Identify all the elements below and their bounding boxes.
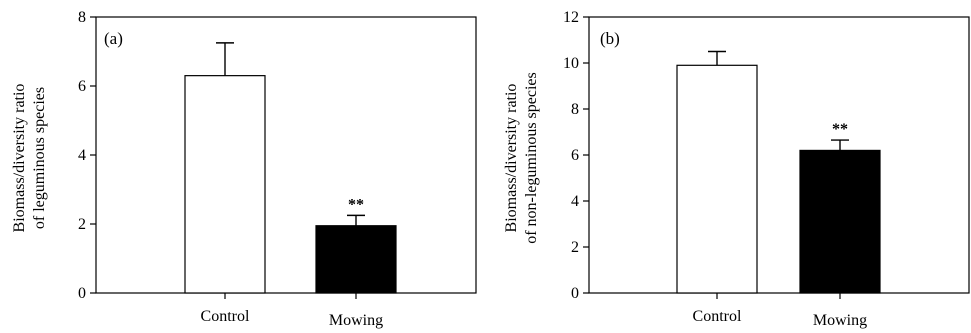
ylabel-line-1: Biomass/diversity ratio	[503, 84, 520, 233]
y-tick-label: 4	[571, 193, 579, 210]
y-tick-label: 8	[78, 9, 86, 26]
category-label: Control	[201, 308, 250, 325]
y-tick-label: 12	[563, 9, 579, 26]
category-label: Control	[693, 308, 742, 325]
y-tick-label: 10	[563, 55, 579, 72]
panel-label: (b)	[600, 29, 620, 48]
plot-frame	[95, 16, 477, 294]
bar-control	[184, 75, 266, 294]
y-tick-label: 6	[571, 147, 579, 164]
category-label: Mowing	[813, 312, 867, 329]
significance-mark: **	[832, 121, 848, 138]
y-tick-label: 4	[78, 147, 86, 164]
bar-mowing	[799, 149, 881, 294]
y-tick-label: 0	[78, 285, 86, 302]
y-tick-label: 0	[571, 285, 579, 302]
bar-control	[676, 64, 758, 294]
panel-b: Biomass/diversity ratio of non-leguminou…	[503, 9, 970, 329]
y-tick-label: 8	[571, 101, 579, 118]
panel-label: (a)	[104, 29, 123, 48]
y-tick-label: 2	[571, 239, 579, 256]
plot-frame	[588, 16, 970, 294]
ylabel-line-2: of leguminous species	[31, 87, 48, 229]
panel-a: Biomass/diversity ratio of leguminous sp…	[11, 9, 477, 329]
ylabel-line-2: of non-leguminous species	[523, 72, 540, 244]
significance-mark: **	[348, 196, 364, 213]
bar-mowing	[315, 225, 397, 294]
ylabel-line-1: Biomass/diversity ratio	[11, 84, 28, 233]
category-label: Mowing	[329, 312, 383, 329]
y-tick-label: 2	[78, 216, 86, 233]
y-tick-label: 6	[78, 78, 86, 95]
